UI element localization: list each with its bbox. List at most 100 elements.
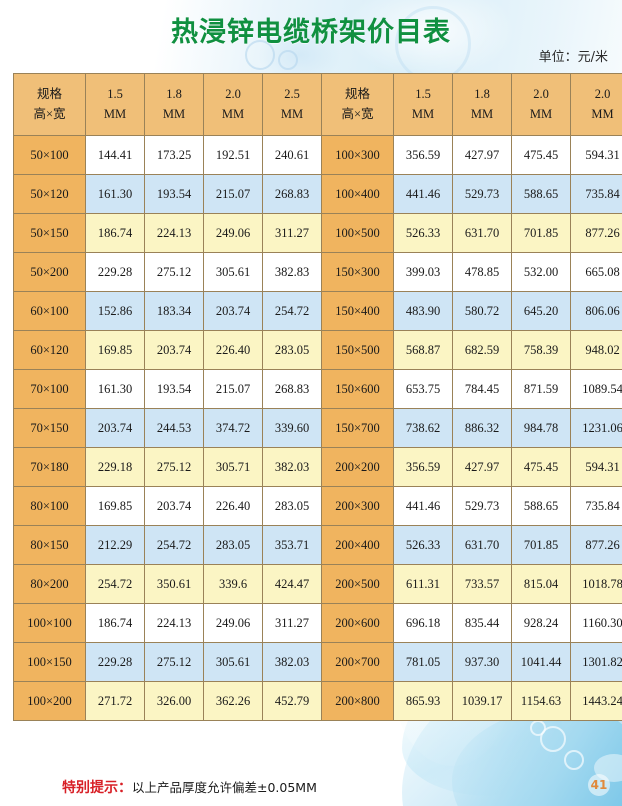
table-row: 60×100 152.86 183.34 203.74 254.72 150×400 483… <box>13 291 622 331</box>
spec-cell-left: 60×100 <box>13 291 86 331</box>
page-number-badge: 41 <box>588 774 610 796</box>
price-cell: 526.33 <box>393 525 453 565</box>
price-cell: 271.72 <box>85 681 145 721</box>
price-cell: 382.03 <box>262 447 322 487</box>
table-row: 100×100 186.74 224.13 249.06 311.27 200×600 69… <box>13 603 622 643</box>
table-row: 100×150 229.28 275.12 305.61 382.03 200×700 78… <box>13 642 622 682</box>
spec-cell-left: 50×100 <box>13 135 86 175</box>
table-row: 70×100 161.30 193.54 215.07 268.83 150×600 653… <box>13 369 622 409</box>
price-cell: 865.93 <box>393 681 453 721</box>
column-header-line2: MM <box>280 106 304 121</box>
price-cell: 594.31 <box>570 447 622 487</box>
column-header-line2: MM <box>103 106 127 121</box>
spec-cell-left: 50×200 <box>13 252 86 292</box>
price-cell: 1039.17 <box>452 681 512 721</box>
special-note-text: 以上产品厚度允许偏差±0.05MM <box>132 780 317 795</box>
price-cell: 529.73 <box>452 174 512 214</box>
spec-cell-right: 150×300 <box>321 252 394 292</box>
price-cell: 203.74 <box>144 330 204 370</box>
column-header-7: 1.8 MM <box>452 73 512 136</box>
price-cell: 161.30 <box>85 174 145 214</box>
price-cell: 580.72 <box>452 291 512 331</box>
price-cell: 192.51 <box>203 135 263 175</box>
price-cell: 682.59 <box>452 330 512 370</box>
price-cell: 733.57 <box>452 564 512 604</box>
table-row: 50×100 144.41 173.25 192.51 240.61 100×300 356… <box>13 135 622 175</box>
price-cell: 441.46 <box>393 174 453 214</box>
price-cell: 283.05 <box>262 330 322 370</box>
price-cell: 226.40 <box>203 486 263 526</box>
price-cell: 441.46 <box>393 486 453 526</box>
price-cell: 1041.44 <box>511 642 571 682</box>
column-header-line1: 1.8 <box>474 87 490 102</box>
price-cell: 305.71 <box>203 447 263 487</box>
price-cell: 275.12 <box>144 252 204 292</box>
price-cell: 735.84 <box>570 174 622 214</box>
price-cell: 215.07 <box>203 174 263 214</box>
table-header: 规格 高×宽 1.5 MM 1.8 MM 2.0 MM 2.5 MM 规格 高×宽 1.5 MM 1.8 MM… <box>13 73 622 136</box>
table-row: 80×100 169.85 203.74 226.40 283.05 200×300 441… <box>13 486 622 526</box>
decorative-ring <box>530 720 546 736</box>
decorative-circle <box>245 40 275 70</box>
price-cell: 532.00 <box>511 252 571 292</box>
price-cell: 144.41 <box>85 135 145 175</box>
price-cell: 226.40 <box>203 330 263 370</box>
price-cell: 275.12 <box>144 447 204 487</box>
table-row: 50×120 161.30 193.54 215.07 268.83 100×400 441… <box>13 174 622 214</box>
price-cell: 212.29 <box>85 525 145 565</box>
price-cell: 399.03 <box>393 252 453 292</box>
spec-cell-right: 150×600 <box>321 369 394 409</box>
column-header-4: 2.5 MM <box>262 73 322 136</box>
price-cell: 382.03 <box>262 642 322 682</box>
price-cell: 937.30 <box>452 642 512 682</box>
spec-cell-left: 50×150 <box>13 213 86 253</box>
price-cell: 427.97 <box>452 447 512 487</box>
price-cell: 1231.06 <box>570 408 622 448</box>
price-cell: 815.04 <box>511 564 571 604</box>
price-cell: 283.05 <box>203 525 263 565</box>
price-cell: 215.07 <box>203 369 263 409</box>
price-cell: 588.65 <box>511 486 571 526</box>
column-header-line2: MM <box>591 106 614 121</box>
price-cell: 350.61 <box>144 564 204 604</box>
price-cell: 254.72 <box>144 525 204 565</box>
price-cell: 427.97 <box>452 135 512 175</box>
price-cell: 1160.30 <box>570 603 622 643</box>
column-header-line2: 高×宽 <box>33 106 66 121</box>
column-header-5: 规格 高×宽 <box>321 73 394 136</box>
price-cell: 326.00 <box>144 681 204 721</box>
column-header-9: 2.0 MM <box>570 73 622 136</box>
price-cell: 478.85 <box>452 252 512 292</box>
price-cell: 1018.78 <box>570 564 622 604</box>
price-cell: 283.05 <box>262 486 322 526</box>
column-header-line2: MM <box>221 106 245 121</box>
spec-cell-right: 150×700 <box>321 408 394 448</box>
price-cell: 784.45 <box>452 369 512 409</box>
column-header-line1: 规格 <box>344 87 370 102</box>
table-row: 80×200 254.72 350.61 339.6 424.47 200×500 611.… <box>13 564 622 604</box>
column-header-line2: MM <box>411 106 435 121</box>
price-cell: 529.73 <box>452 486 512 526</box>
header-background-decoration <box>0 0 622 82</box>
price-cell: 240.61 <box>262 135 322 175</box>
spec-cell-left: 60×120 <box>13 330 86 370</box>
price-cell: 568.87 <box>393 330 453 370</box>
column-header-line1: 1.5 <box>415 87 431 102</box>
table-row: 100×200 271.72 326.00 362.26 452.79 200×800 86… <box>13 681 622 721</box>
price-cell: 645.20 <box>511 291 571 331</box>
spec-cell-left: 70×180 <box>13 447 86 487</box>
price-cell: 254.72 <box>262 291 322 331</box>
price-table: 规格 高×宽 1.5 MM 1.8 MM 2.0 MM 2.5 MM 规格 高×宽 1.5 MM 1.8 MM… <box>13 73 622 721</box>
price-cell: 631.70 <box>452 213 512 253</box>
decorative-ring <box>564 750 584 770</box>
price-cell: 877.26 <box>570 213 622 253</box>
price-cell: 305.61 <box>203 642 263 682</box>
spec-cell-right: 100×300 <box>321 135 394 175</box>
column-header-line2: MM <box>470 106 494 121</box>
price-cell: 374.72 <box>203 408 263 448</box>
spec-cell-right: 200×600 <box>321 603 394 643</box>
column-header-2: 1.8 MM <box>144 73 204 136</box>
price-cell: 806.06 <box>570 291 622 331</box>
spec-cell-left: 100×150 <box>13 642 86 682</box>
spec-cell-left: 80×200 <box>13 564 86 604</box>
